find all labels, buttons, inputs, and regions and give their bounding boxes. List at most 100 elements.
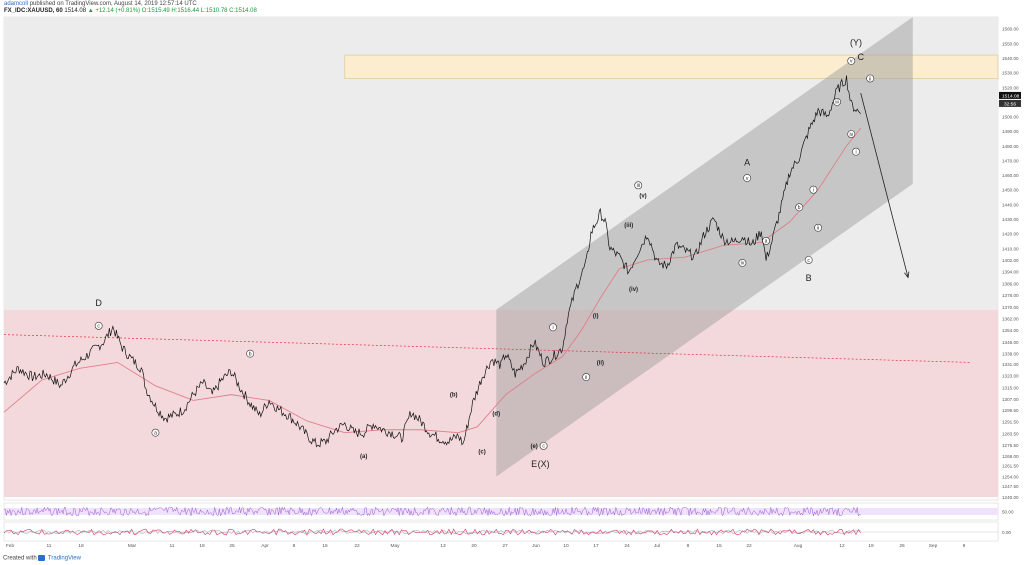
x-tick-label: 27: [502, 543, 508, 549]
rsi-band: [4, 508, 998, 515]
wave-label-circle: [795, 203, 804, 212]
x-tick-label: 9: [963, 543, 966, 549]
y-tick-label: 1291.50: [1002, 420, 1019, 425]
wave-label-text: (X): [538, 459, 550, 469]
wave-label-circle: [847, 130, 856, 138]
x-tick-label: 18: [199, 543, 205, 549]
last-price: 1514.08: [64, 8, 87, 14]
oscillator-line: [3, 528, 861, 536]
y-tick-label: 1550.00: [1002, 41, 1019, 46]
wave-label: a: [762, 237, 770, 245]
wave-label: ii: [582, 373, 591, 381]
wave-label-circle: [833, 97, 841, 106]
moving-average-line: [3, 127, 862, 434]
x-tick-label: 15: [716, 543, 722, 549]
downtrend-zone: [4, 309, 998, 498]
wave-label-text: i: [813, 188, 814, 194]
wave-label-text: (b): [450, 393, 458, 399]
wave-label: (ii): [597, 360, 604, 366]
wave-label: iii: [634, 181, 643, 190]
wave-label: (c): [478, 450, 485, 456]
wave-label-text: iii: [637, 183, 640, 189]
x-tick-label: 11: [47, 543, 52, 549]
wave-label-text: ii: [869, 76, 871, 82]
wave-label: c: [94, 321, 103, 330]
y-tick-label: 1261.50: [1002, 464, 1019, 469]
y-tick-label: 1354.00: [1002, 328, 1019, 333]
wave-label: (a): [360, 454, 367, 460]
oscillator-tick-label: 0.00: [1002, 530, 1011, 535]
y-tick-label: 1307.00: [1002, 397, 1019, 402]
wave-label: c: [804, 256, 813, 264]
x-tick-label: 19: [868, 543, 874, 549]
wave-label-circle: [814, 223, 823, 232]
x-tick-label: 26: [899, 543, 905, 549]
countdown-marker: [999, 99, 1021, 107]
y-tick-label: 1480.00: [1002, 144, 1019, 149]
wave-label-text: v: [850, 59, 853, 65]
x-tick-label: 22: [746, 543, 752, 549]
wave-label: D: [95, 298, 102, 308]
wave-label: (d): [492, 412, 500, 418]
dashed-resistance-line: [3, 334, 970, 363]
wave-label: i: [549, 323, 557, 332]
ohlc-low: L:1510.78: [200, 8, 228, 14]
x-tick-label: 8: [687, 543, 690, 549]
y-tick-label: 1338.00: [1002, 352, 1019, 357]
y-tick-label: 1386.00: [1002, 281, 1019, 286]
y-tick-label: 1315.00: [1002, 385, 1019, 390]
wave-label: b: [795, 203, 804, 212]
wave-label: (i): [593, 314, 599, 320]
last-price-marker: [999, 91, 1021, 99]
wave-label-text: a: [154, 430, 157, 436]
y-tick-label: 1362.00: [1002, 317, 1019, 322]
y-tick-label: 1254.00: [1002, 475, 1019, 480]
wave-label-text: v: [746, 176, 749, 182]
wave-label-circle: [549, 323, 557, 332]
wave-label-text: C: [857, 52, 864, 62]
trend-channel: [496, 17, 913, 477]
publish-info: published on TradingView.com, August 14,…: [29, 1, 197, 7]
wave-label-circle: [809, 185, 818, 194]
x-tick-label: Mar: [128, 543, 137, 549]
wave-label-text: b: [798, 205, 801, 211]
x-tick-label: 8: [293, 543, 296, 549]
rsi-line: [3, 506, 861, 517]
wave-label-text: ii: [817, 226, 819, 232]
y-tick-label: 1268.00: [1002, 454, 1019, 459]
publish-line: adamcoll published on TradingView.com, A…: [4, 1, 197, 7]
wave-label-circle: [852, 147, 860, 156]
wave-label: b: [246, 349, 255, 358]
ohlc-high: H:1516.44: [171, 8, 200, 14]
y-tick-label: 1394.00: [1002, 270, 1019, 275]
y-tick-label: 1275.50: [1002, 443, 1019, 448]
y-tick-label: 1346.00: [1002, 340, 1019, 345]
wave-label-text: (c): [478, 450, 485, 456]
x-tick-label: 22: [354, 543, 360, 549]
wave-label-text: (e): [530, 444, 537, 450]
y-tick-label: 1240.00: [1002, 495, 1019, 500]
tradingview-link[interactable]: TradingView: [47, 555, 81, 562]
wave-label-circle: [847, 57, 856, 65]
y-tick-label: 1370.00: [1002, 305, 1019, 310]
author-link[interactable]: adamcoll: [4, 1, 29, 7]
countdown-label: 32:56: [1004, 101, 1016, 107]
y-tick-label: 1402.00: [1002, 258, 1019, 263]
wave-label-text: c: [97, 324, 100, 330]
wave-label: (iv): [629, 287, 638, 293]
wave-label-text: iv: [849, 132, 853, 138]
y-tick-label: 1490.00: [1002, 129, 1019, 134]
wave-label: E: [531, 459, 537, 469]
x-tick-label: 15: [322, 543, 328, 549]
wave-label-circle: [634, 181, 643, 190]
x-tick-label: 20: [471, 543, 477, 549]
wave-label: i: [809, 185, 818, 194]
wave-label: ii: [866, 74, 875, 83]
y-tick-label: 1530.00: [1002, 71, 1019, 76]
wave-label-text: c: [807, 258, 810, 264]
wave-label: i: [852, 147, 860, 156]
wave-label-text: b: [249, 351, 252, 357]
y-tick-label: 1247.50: [1002, 484, 1019, 489]
y-tick-label: 1323.00: [1002, 374, 1019, 379]
